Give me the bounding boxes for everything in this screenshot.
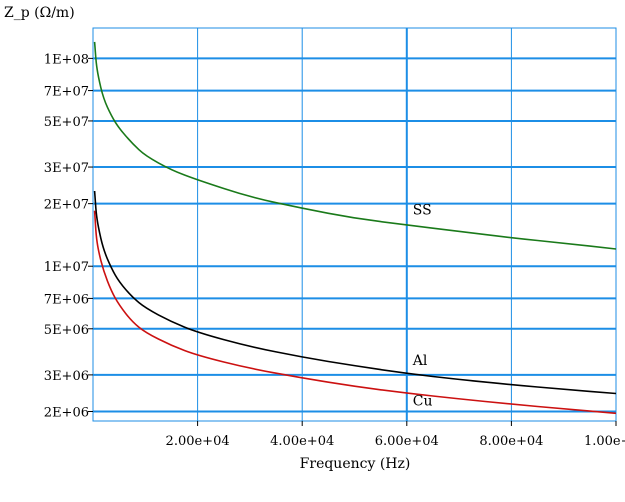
- x-tick-label: 1.00e+05: [584, 434, 625, 449]
- y-tick-label: 7E+07: [44, 85, 89, 100]
- x-tick-label: 8.00e+04: [479, 434, 543, 449]
- grid-layer: [88, 27, 617, 426]
- x-tick-label: 2.00e+04: [166, 434, 230, 449]
- series-label-ss: SS: [413, 202, 432, 218]
- y-tick-label: 3E+06: [44, 369, 89, 384]
- y-tick-label: 2E+07: [44, 198, 89, 213]
- series-line-ss: [93, 41, 617, 250]
- y-tick-label: 3E+07: [44, 161, 89, 176]
- series-line-cu: [93, 210, 617, 415]
- y-tick-label: 5E+06: [44, 323, 89, 338]
- series-label-al: Al: [412, 353, 428, 369]
- series-line-al: [93, 190, 617, 395]
- y-tick-label: 1E+08: [44, 52, 89, 67]
- y-tick-label: 1E+07: [44, 260, 89, 275]
- series-label-cu: Cu: [413, 393, 433, 409]
- x-tick-label: 6.00e+04: [375, 434, 439, 449]
- x-axis-title: Frequency (Hz): [300, 456, 411, 472]
- y-axis-title: Z_p (Ω/m): [4, 5, 75, 21]
- label-layer: 1E+08 7E+07 5E+07 3E+07 2E+07 1E+07 7E+06 5E+06…: [44, 52, 625, 449]
- series-layer: [93, 41, 617, 415]
- y-tick-label: 7E+06: [44, 292, 89, 307]
- x-tick-label: 4.00e+04: [270, 434, 334, 449]
- y-tick-label: 5E+07: [44, 115, 89, 130]
- y-tick-label: 2E+06: [44, 405, 89, 420]
- plot-frame: [92, 27, 617, 422]
